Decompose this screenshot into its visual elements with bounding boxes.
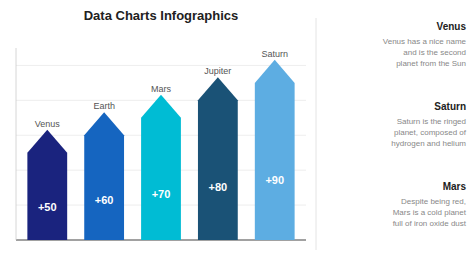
chart-svg: Data Charts Infographics +50 Venus +60 Earth… (0, 0, 474, 266)
sidebar: Venus Venus has a nice name and is the sec… (383, 21, 467, 228)
annotation-line: planet, composed of (394, 128, 467, 137)
annotation-heading: Venus (437, 21, 467, 32)
data-label: +50 (38, 201, 57, 213)
data-label: +70 (152, 188, 171, 200)
category-label: Earth (93, 101, 115, 111)
annotation-line: and is the second (403, 48, 466, 57)
annotation-line: Despite being red, (401, 197, 466, 206)
annotation-line: Saturn is the ringed (397, 117, 466, 126)
annotation-heading: Saturn (434, 101, 466, 112)
annotation-line: full of iron oxide dust (393, 219, 467, 228)
chart-title: Data Charts Infographics (84, 8, 239, 23)
bar (141, 95, 181, 240)
category-label: Saturn (261, 49, 288, 59)
data-label: +60 (95, 194, 114, 206)
labels: +50 Venus +60 Earth +70 Mars +80 Jupiter +90 Satu… (35, 49, 288, 213)
category-label: Jupiter (204, 66, 231, 76)
annotation-heading: Mars (443, 181, 467, 192)
annotation-text: Saturn is the ringed planet, composed of h… (391, 117, 466, 148)
annotation-text: Venus has a nice name and is the second pl… (383, 37, 467, 68)
bars (27, 60, 294, 240)
bar (27, 130, 67, 240)
annotation-line: Venus has a nice name (383, 37, 467, 46)
category-label: Mars (151, 84, 171, 94)
y-axis-line (16, 48, 17, 240)
data-label: +80 (209, 181, 228, 193)
grid-line (16, 65, 306, 66)
bar (84, 112, 124, 240)
annotation-line: hydrogen and helium (391, 139, 466, 148)
annotation-line: planet from the Sun (396, 59, 466, 68)
category-label: Venus (35, 119, 61, 129)
annotation-text: Despite being red, Mars is a cold planet f… (393, 197, 467, 228)
divider (316, 18, 317, 250)
annotation-line: Mars is a cold planet (393, 208, 467, 217)
data-label: +90 (265, 174, 284, 186)
bar (255, 60, 295, 240)
bar (198, 77, 238, 240)
